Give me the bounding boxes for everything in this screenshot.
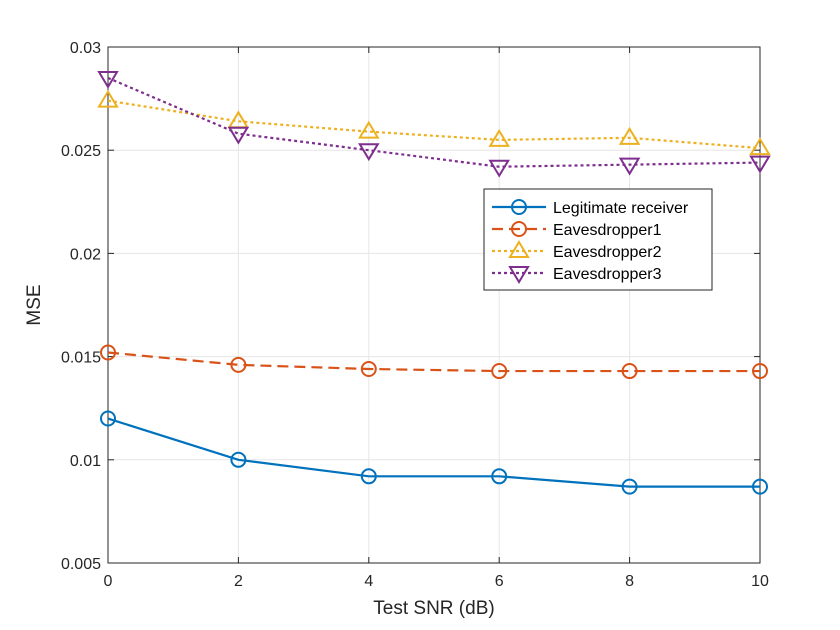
legend-item: Eavesdropper3 [492, 266, 662, 284]
legend-marker [508, 240, 530, 258]
x-tick-label: 10 [751, 573, 769, 590]
data-point [360, 360, 377, 377]
data-point [488, 128, 510, 147]
legend-item: Legitimate receiver [492, 199, 689, 217]
axes-box [107, 46, 761, 564]
series-group [97, 70, 771, 495]
data-point [227, 126, 250, 145]
data-point [621, 363, 638, 380]
axes [107, 46, 761, 564]
series-line [107, 99, 761, 150]
x-tick-label: 0 [104, 573, 113, 590]
legend-marker [511, 221, 527, 237]
data-point [100, 410, 116, 427]
series-line [107, 417, 760, 488]
data-point [100, 344, 116, 361]
data-point [97, 70, 119, 89]
y-tick-label: 0.02 [70, 246, 101, 263]
data-point [358, 143, 380, 162]
x-tick-label: 8 [625, 573, 634, 590]
data-point [752, 363, 768, 380]
data-point [230, 356, 247, 373]
legend-label: Eavesdropper1 [553, 222, 662, 239]
series-line [107, 351, 760, 373]
data-point [749, 155, 771, 174]
legend-item: Eavesdropper1 [492, 221, 662, 239]
data-point [749, 137, 771, 156]
data-point [488, 159, 510, 178]
y-tick-label: 0.015 [61, 350, 101, 367]
data-point [618, 126, 641, 145]
data-point [621, 478, 638, 495]
x-tick-label: 2 [234, 573, 243, 590]
data-point [491, 363, 508, 380]
legend-marker [508, 266, 530, 284]
legend-item: Eavesdropper2 [492, 240, 662, 261]
data-point [491, 468, 508, 485]
series-line [107, 76, 761, 168]
y-tick-label: 0.01 [70, 453, 101, 470]
data-point [230, 451, 247, 468]
legend-marker [511, 199, 527, 215]
y-tick-label: 0.025 [61, 143, 101, 160]
legend-label: Eavesdropper3 [553, 266, 662, 283]
legend-label: Eavesdropper2 [553, 244, 662, 261]
legend: Legitimate receiver Eavesdropper1 Eavesdro… [483, 188, 713, 291]
legend-label: Legitimate receiver [553, 200, 689, 217]
y-tick-label: 0.03 [70, 40, 101, 57]
data-point [358, 120, 380, 139]
data-point [97, 89, 119, 108]
data-point [618, 157, 641, 176]
y-tick-label: 0.005 [61, 556, 101, 573]
series-1 [100, 410, 768, 495]
x-tick-label: 6 [495, 573, 504, 590]
series-4 [97, 70, 771, 178]
series-2 [100, 344, 768, 380]
tick-labels: 0 2 4 6 8 10 0.005 0.01 0.015 0.02 0.025 0.03 [61, 40, 769, 590]
data-point [752, 478, 768, 495]
series-3 [97, 89, 771, 156]
y-axis-label: MSE [24, 284, 45, 325]
x-axis-label: Test SNR (dB) [373, 598, 494, 619]
data-point [360, 468, 377, 485]
x-tick-label: 4 [364, 573, 373, 590]
